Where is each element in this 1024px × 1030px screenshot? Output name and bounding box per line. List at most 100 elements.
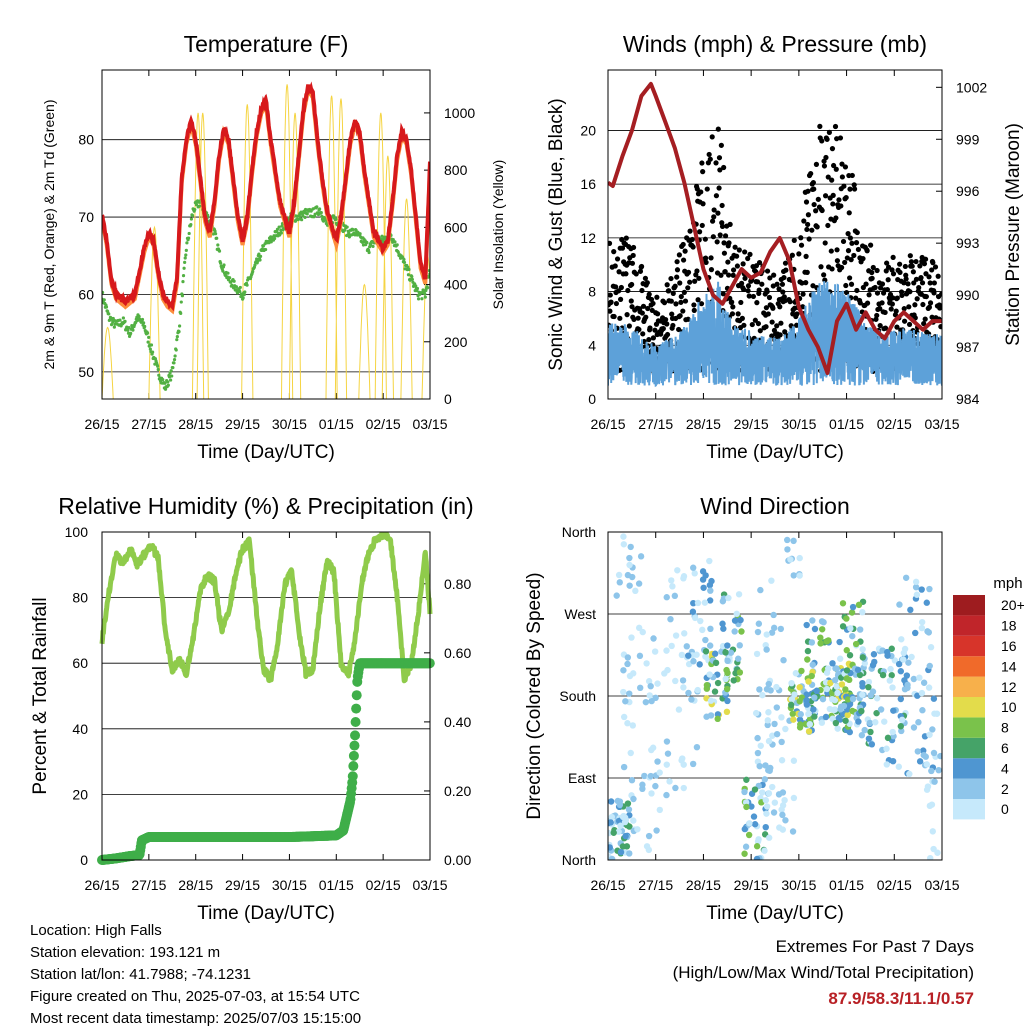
direction-point (762, 762, 769, 769)
gust-point (702, 236, 708, 242)
precip-point (348, 761, 359, 772)
direction-point (714, 711, 722, 718)
gust-point (729, 299, 735, 305)
direction-point (767, 687, 774, 694)
direction-point (828, 695, 836, 703)
gust-point (811, 201, 817, 208)
gust-point (661, 300, 668, 306)
direction-point (839, 600, 847, 607)
gust-point (650, 335, 657, 341)
direction-point (897, 668, 905, 675)
y-tick-label: 100 (65, 524, 89, 540)
gust-point (644, 280, 650, 286)
dewpoint-point (427, 274, 430, 278)
direction-point (847, 625, 854, 632)
gust-point (628, 298, 634, 304)
gust-point (709, 218, 716, 224)
dewpoint-point (187, 231, 191, 236)
direction-point (714, 715, 721, 723)
direction-point (792, 670, 800, 677)
gust-point (803, 253, 809, 259)
direction-point (775, 791, 783, 798)
legend-swatch (953, 595, 985, 616)
dewpoint-point (140, 317, 145, 322)
y2-tick-label: 0.60 (444, 645, 471, 661)
direction-point (702, 648, 710, 655)
dewpoint-point (177, 330, 181, 334)
direction-point (753, 855, 761, 860)
direction-point (620, 533, 627, 540)
direction-point (777, 625, 785, 633)
direction-point (790, 757, 798, 764)
precip-point (351, 703, 362, 714)
direction-point (701, 599, 709, 606)
direction-point (929, 726, 936, 733)
y-tick-label: North (562, 852, 596, 868)
dewpoint-point (186, 236, 191, 240)
dewpoint-point (156, 364, 160, 368)
direction-point (912, 583, 920, 591)
gust-point (738, 299, 744, 306)
gust-point (923, 293, 929, 300)
direction-point (788, 701, 795, 709)
gust-point (763, 305, 770, 311)
direction-point (859, 646, 866, 653)
direction-point (842, 717, 849, 724)
y2-tick-label: 800 (444, 162, 468, 178)
direction-point (937, 752, 942, 760)
direction-point (910, 675, 918, 683)
extremes-title: Extremes For Past 7 Days (775, 937, 974, 956)
gust-point (857, 300, 863, 306)
direction-point (927, 854, 934, 860)
direction-point (639, 628, 646, 636)
gust-point (769, 319, 775, 325)
gust-point (755, 320, 761, 327)
dewpoint-point (129, 331, 133, 336)
gust-point (734, 263, 741, 269)
gust-point (678, 293, 684, 300)
direction-point (751, 786, 759, 793)
direction-point (624, 720, 631, 727)
gust-point (725, 259, 731, 265)
gust-point (849, 240, 855, 246)
legend-title: mph (993, 575, 1022, 592)
direction-point (697, 617, 704, 625)
x-tick-label: 29/15 (225, 416, 260, 432)
direction-point (643, 843, 651, 850)
gust-point (830, 192, 836, 198)
direction-point (731, 617, 739, 624)
direction-point (883, 745, 890, 752)
direction-point (624, 654, 632, 661)
direction-point (624, 800, 632, 807)
direction-point (706, 671, 713, 678)
gust-point (854, 229, 860, 236)
gust-point (899, 292, 905, 299)
direction-point (743, 803, 750, 811)
direction-point (928, 767, 935, 775)
direction-point (843, 675, 850, 682)
gust-point (640, 331, 646, 337)
dewpoint-point (172, 361, 176, 365)
gust-point (809, 227, 815, 233)
direction-point (626, 672, 634, 680)
direction-point (736, 642, 743, 649)
direction-point (867, 692, 874, 699)
direction-point (652, 782, 659, 790)
gust-point (640, 303, 647, 309)
direction-point (610, 829, 617, 836)
direction-point (730, 677, 737, 684)
legend-swatch (953, 697, 985, 718)
gust-point (847, 186, 853, 192)
dewpoint-point (242, 292, 246, 297)
direction-point (742, 843, 750, 850)
direction-point (608, 844, 614, 851)
gust-point (894, 295, 900, 301)
direction-point (678, 757, 685, 764)
gust-point (911, 280, 917, 286)
gust-point (746, 293, 752, 299)
gust-point (759, 281, 765, 287)
direction-point (869, 661, 877, 669)
direction-point (724, 642, 731, 649)
dewpoint-point (347, 231, 351, 235)
gust-point (680, 308, 686, 314)
